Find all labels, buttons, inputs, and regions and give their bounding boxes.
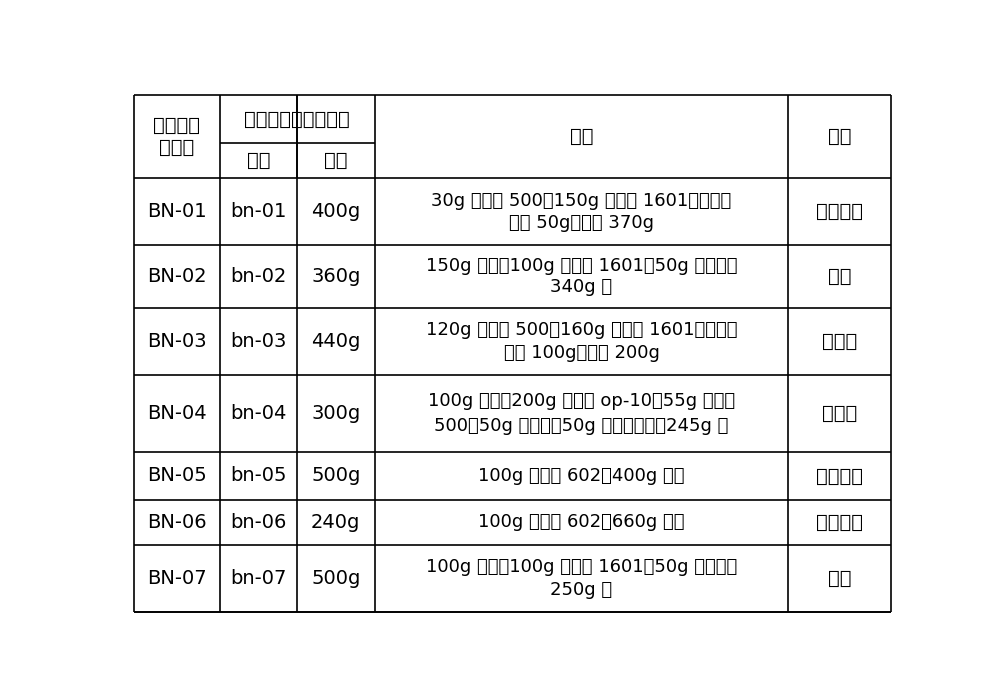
Text: BN-04: BN-04 bbox=[147, 404, 207, 423]
Text: 助剂: 助剂 bbox=[570, 127, 593, 146]
Text: BN-07: BN-07 bbox=[147, 569, 207, 588]
Text: bn-04: bn-04 bbox=[230, 404, 286, 423]
Text: BN-01: BN-01 bbox=[147, 202, 207, 221]
Text: 100g 乳化剂 602，660g 乙醇: 100g 乳化剂 602，660g 乙醇 bbox=[478, 514, 685, 532]
Text: 百里香和牛至提取物: 百里香和牛至提取物 bbox=[244, 110, 350, 129]
Text: 100g 乙醇，200g 乳化剂 op-10，55g 乳化剂: 100g 乙醇，200g 乳化剂 op-10，55g 乳化剂 bbox=[428, 392, 735, 409]
Text: 300g: 300g bbox=[311, 404, 360, 423]
Text: 340g 水: 340g 水 bbox=[550, 278, 613, 296]
Text: 500g: 500g bbox=[311, 466, 360, 486]
Text: bn-02: bn-02 bbox=[230, 267, 286, 286]
Text: 可溶液剂: 可溶液剂 bbox=[816, 466, 863, 486]
Text: bn-07: bn-07 bbox=[230, 569, 286, 588]
Text: 30g 乳化剂 500，150g 乳化剂 1601，二甲基: 30g 乳化剂 500，150g 乳化剂 1601，二甲基 bbox=[431, 192, 732, 209]
Text: BN-06: BN-06 bbox=[147, 513, 207, 532]
Text: 120g 乳化剂 500，160g 乳化剂 1601，二甲基: 120g 乳化剂 500，160g 乳化剂 1601，二甲基 bbox=[426, 321, 737, 339]
Text: 水剂: 水剂 bbox=[828, 569, 851, 588]
Text: 440g: 440g bbox=[311, 332, 360, 351]
Text: 240g: 240g bbox=[311, 513, 360, 532]
Text: 可溶液剂: 可溶液剂 bbox=[816, 202, 863, 221]
Text: 360g: 360g bbox=[311, 267, 360, 286]
Text: bn-05: bn-05 bbox=[230, 466, 287, 486]
Text: 250g 水: 250g 水 bbox=[550, 581, 613, 598]
Text: 编号: 编号 bbox=[247, 152, 270, 170]
Text: BN-05: BN-05 bbox=[147, 466, 207, 486]
Text: bn-01: bn-01 bbox=[230, 202, 286, 221]
Text: 微乳剂: 微乳剂 bbox=[822, 404, 857, 423]
Text: 用量: 用量 bbox=[324, 152, 348, 170]
Text: bn-06: bn-06 bbox=[230, 513, 286, 532]
Text: 亚砜 100g，乙醇 200g: 亚砜 100g，乙醇 200g bbox=[504, 343, 659, 361]
Text: 400g: 400g bbox=[311, 202, 360, 221]
Text: 100g 乙醇，100g 乳化剂 1601，50g 乙二醇，: 100g 乙醇，100g 乳化剂 1601，50g 乙二醇， bbox=[426, 558, 737, 576]
Text: 微乳剂: 微乳剂 bbox=[822, 332, 857, 351]
Text: 剂型: 剂型 bbox=[828, 127, 851, 146]
Text: 亚砜 50g，乙醇 370g: 亚砜 50g，乙醇 370g bbox=[509, 214, 654, 232]
Text: 农药组合
物编号: 农药组合 物编号 bbox=[153, 116, 200, 157]
Text: 500g: 500g bbox=[311, 569, 360, 588]
Text: 100g 乳化剂 602，400g 乙醇: 100g 乳化剂 602，400g 乙醇 bbox=[478, 467, 685, 485]
Text: BN-03: BN-03 bbox=[147, 332, 207, 351]
Text: bn-03: bn-03 bbox=[230, 332, 286, 351]
Text: 500，50g 乙二醇，50g 二甲基亚砜，245g 水: 500，50g 乙二醇，50g 二甲基亚砜，245g 水 bbox=[434, 418, 729, 436]
Text: 可溶液剂: 可溶液剂 bbox=[816, 513, 863, 532]
Text: BN-02: BN-02 bbox=[147, 267, 207, 286]
Text: 150g 乙醇，100g 乳化剂 1601，50g 乙二醇，: 150g 乙醇，100g 乳化剂 1601，50g 乙二醇， bbox=[426, 257, 737, 275]
Text: 水剂: 水剂 bbox=[828, 267, 851, 286]
